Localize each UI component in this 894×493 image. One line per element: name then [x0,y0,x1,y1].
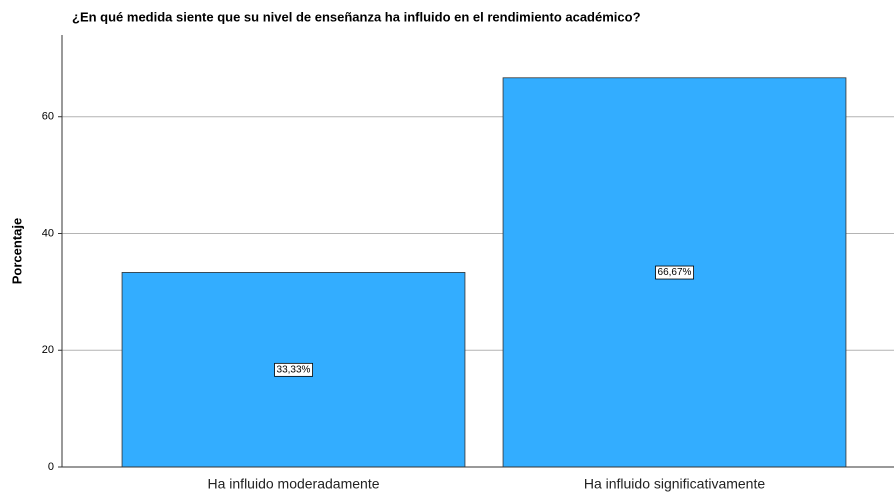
y-tick-label: 0 [48,461,54,473]
value-label: 66,67% [658,267,692,278]
value-label-box [655,265,694,280]
y-tick-label: 40 [42,227,54,239]
x-tick-label: Ha influido significativamente [584,476,766,492]
y-tick-label: 20 [42,344,54,356]
x-tick-label: Ha influido moderadamente [208,476,380,492]
chart-title: ¿En qué medida siente que su nivel de en… [72,9,641,24]
value-label: 33,33% [277,364,311,375]
value-label-box [274,362,313,377]
y-axis-label: Porcentaje [9,218,24,284]
y-tick-label: 60 [42,111,54,123]
bar [121,272,466,468]
